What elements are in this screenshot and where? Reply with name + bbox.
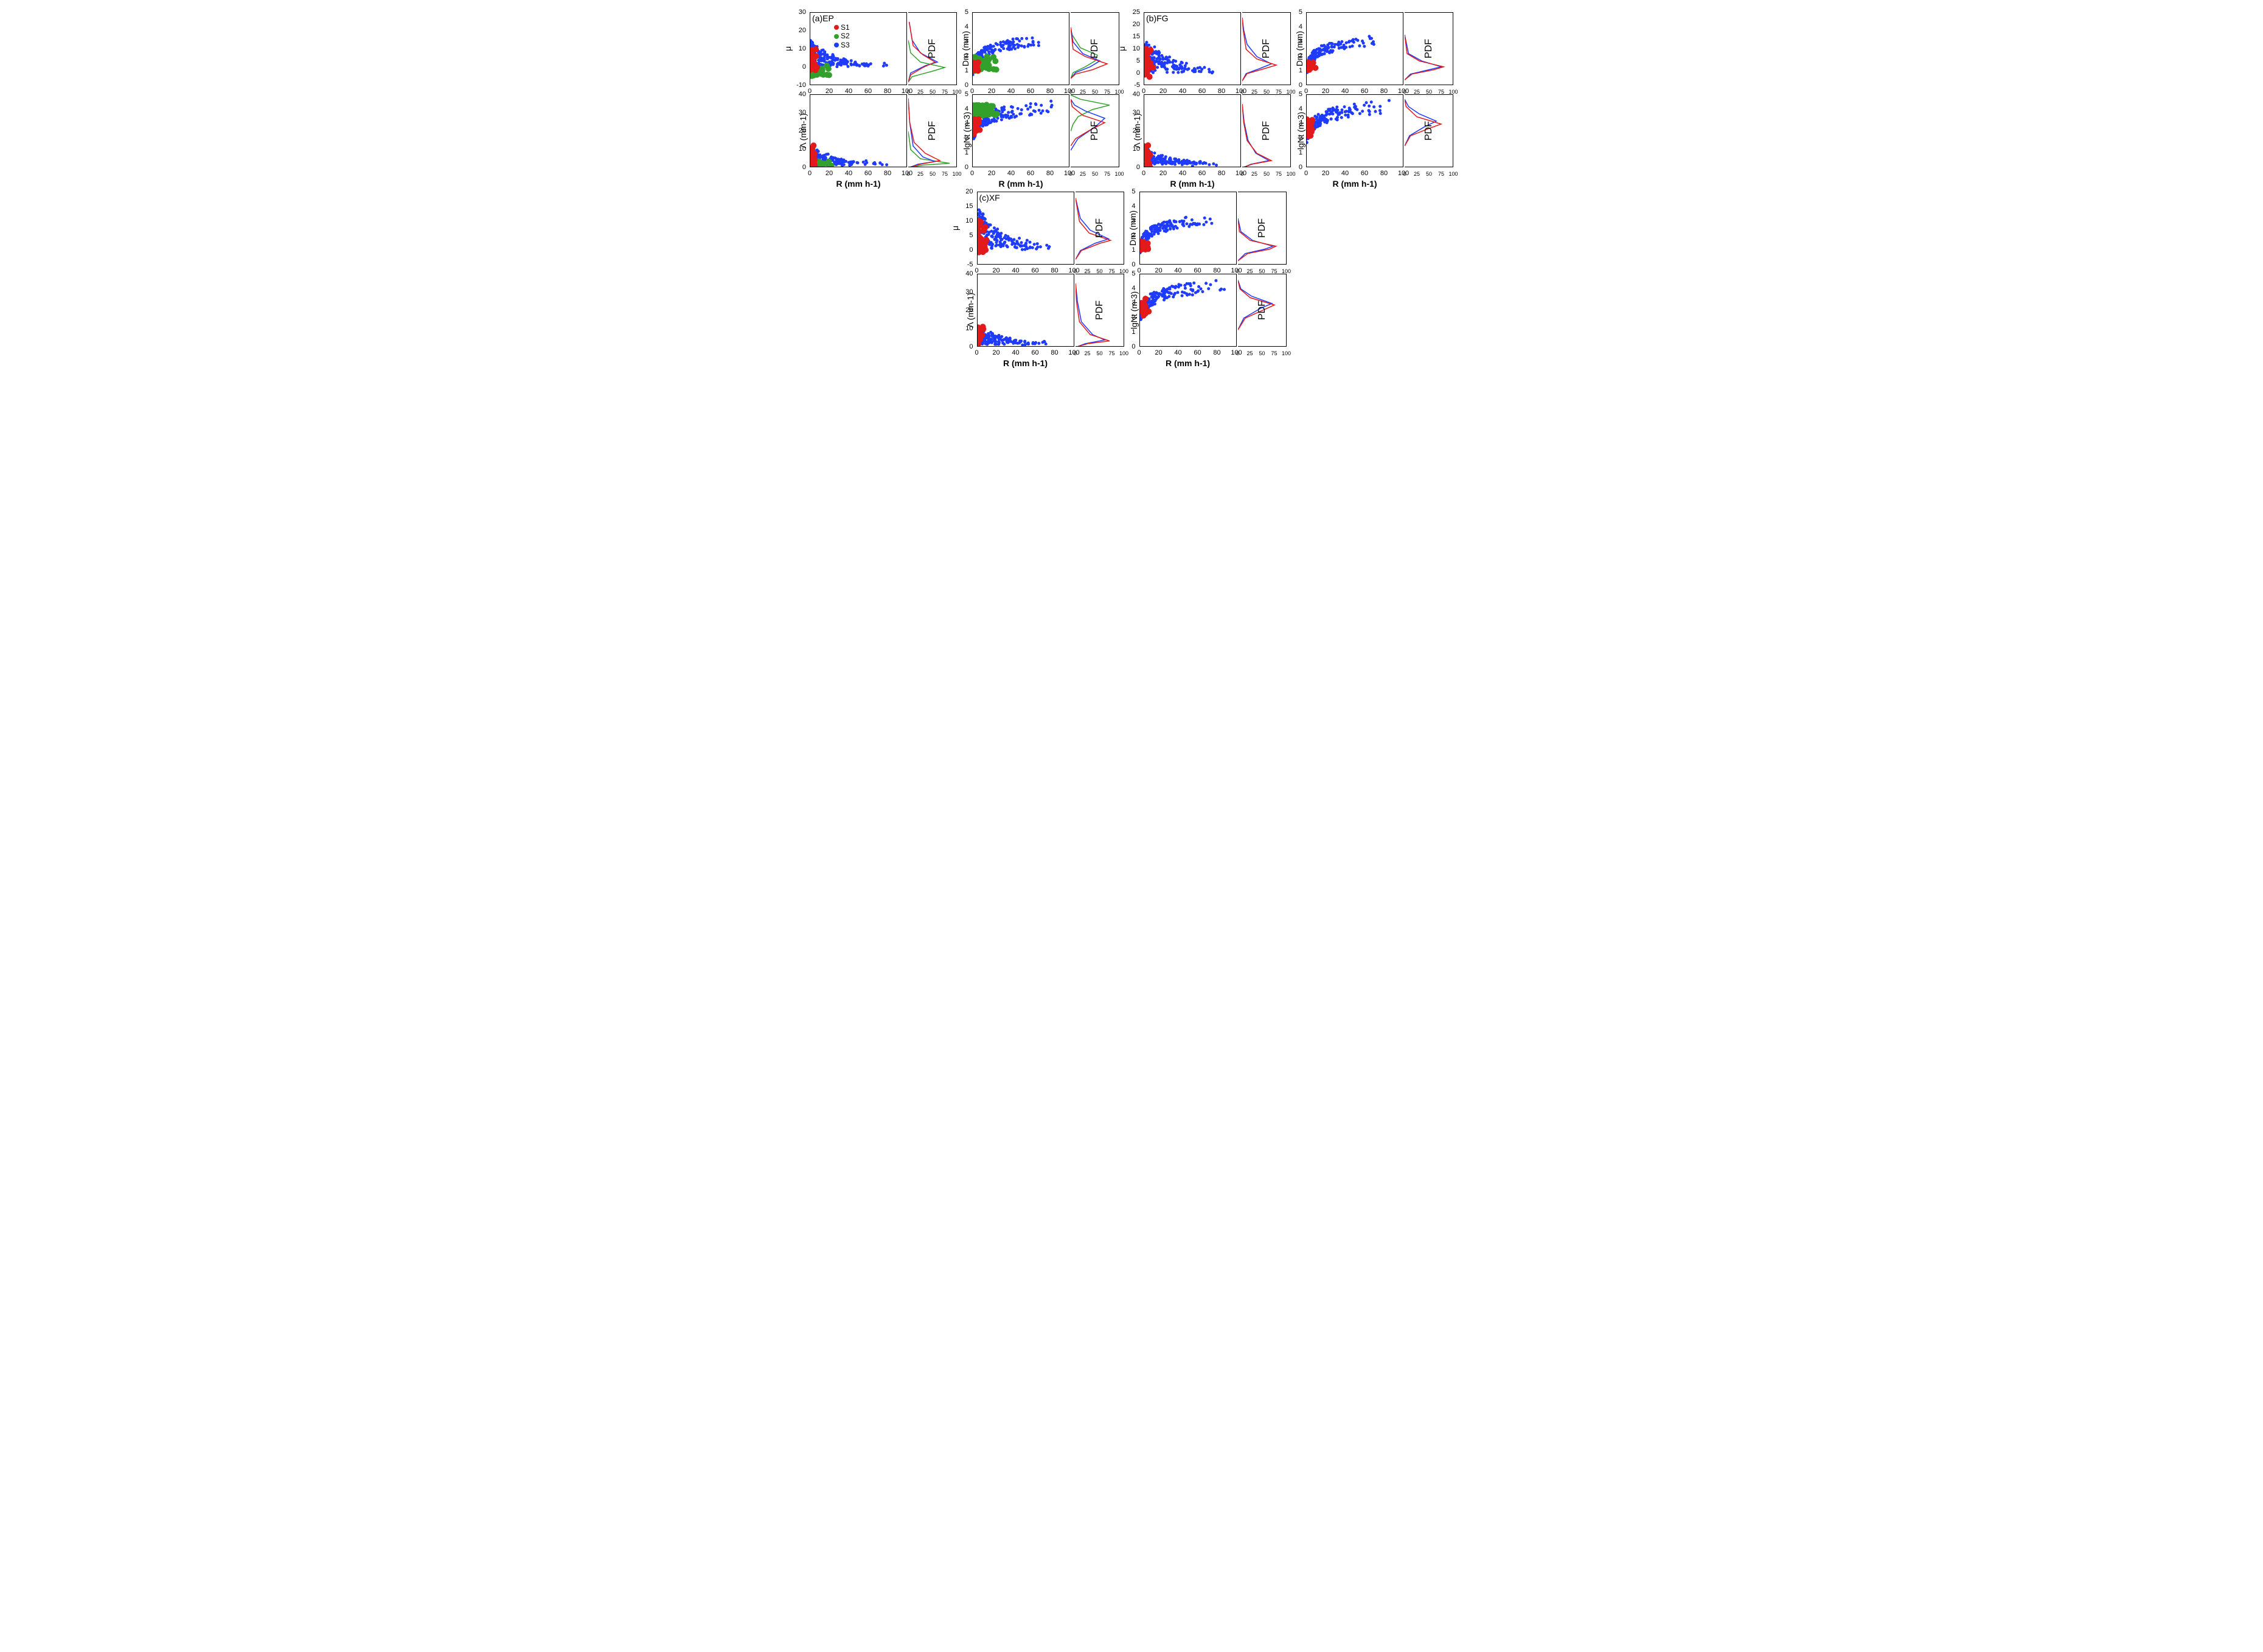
legend: S1S2S3 — [834, 23, 850, 49]
pdf-label: PDF — [927, 39, 938, 58]
pdf-lgnt: PDF0255075100 — [1071, 94, 1119, 167]
pdf-dm: PDF0255075100 — [1405, 12, 1453, 85]
y-axis-label: lgNt (m-3) — [962, 112, 972, 150]
subplot-dm: Dm (mm) 020406080100012345 PDF0255075100 — [972, 12, 1119, 85]
pdf-dm: PDF0255075100 — [1071, 12, 1119, 85]
panel-a-ep: μ (a)EPS1S2S3020406080100-100102030 PDF0… — [810, 12, 1119, 167]
pdf-label: PDF — [1423, 121, 1434, 141]
top-row: μ (a)EPS1S2S3020406080100-100102030 PDF0… — [810, 12, 1453, 167]
x-axis-label: R (mm h-1) — [998, 179, 1043, 189]
pdf-lgnt: PDF0255075100 — [1405, 94, 1453, 167]
figure-container: μ (a)EPS1S2S3020406080100-100102030 PDF0… — [12, 12, 2251, 347]
panel-b-fg: μ (b)FG020406080100-50510152025 PDF02550… — [1144, 12, 1453, 167]
pdf-mu: PDF0255075100 — [1242, 12, 1291, 85]
panel-tag: (c)XF — [979, 193, 1000, 203]
subplot-lambda: Λ (mm-1) R (mm h-1)020406080100010203040… — [810, 94, 957, 167]
subplot-mu: μ (a)EPS1S2S3020406080100-100102030 PDF0… — [810, 12, 957, 85]
pdf-label: PDF — [1261, 121, 1272, 141]
x-axis-label: R (mm h-1) — [1332, 179, 1377, 189]
panel-c-xf: μ (c)XF020406080100-505101520 PDF0255075… — [977, 192, 1287, 347]
pdf-lgnt: PDF0255075100 — [1238, 274, 1287, 347]
pdf-mu: PDF0255075100 — [1076, 192, 1124, 265]
pdf-lambda: PDF0255075100 — [1242, 94, 1291, 167]
pdf-label: PDF — [1094, 300, 1105, 320]
y-axis-label: Dm (mm) — [1295, 31, 1304, 66]
panel-tag: (a)EP — [812, 13, 834, 23]
pdf-lambda: PDF0255075100 — [1076, 274, 1124, 347]
scatter-mu: μ (a)EPS1S2S3020406080100-100102030 — [810, 12, 907, 85]
pdf-label: PDF — [1423, 39, 1434, 58]
subplot-lgnt: lgNt (m-3) R (mm h-1)020406080100012345 … — [972, 94, 1119, 167]
legend-item-S2: S2 — [834, 32, 850, 40]
pdf-label: PDF — [1257, 218, 1268, 238]
y-axis-label: μ — [783, 46, 793, 51]
subplot-dm: Dm (mm) 020406080100012345 PDF0255075100 — [1306, 12, 1453, 85]
subplot-mu: μ (b)FG020406080100-50510152025 PDF02550… — [1144, 12, 1291, 85]
scatter-mu: μ (b)FG020406080100-50510152025 — [1144, 12, 1241, 85]
scatter-dm: Dm (mm) 020406080100012345 — [1139, 192, 1237, 265]
legend-item-S3: S3 — [834, 41, 850, 49]
y-axis-label: μ — [1117, 46, 1127, 51]
y-axis-label: lgNt (m-3) — [1296, 112, 1305, 150]
subplot-lgnt: lgNt (m-3) R (mm h-1)020406080100012345 … — [1306, 94, 1453, 167]
pdf-lambda: PDF0255075100 — [908, 94, 957, 167]
panel-tag: (b)FG — [1146, 13, 1169, 23]
pdf-label: PDF — [1257, 300, 1268, 320]
pdf-label: PDF — [1094, 218, 1105, 238]
y-axis-label: Dm (mm) — [1128, 210, 1138, 246]
subplot-lgnt: lgNt (m-3) R (mm h-1)020406080100012345 … — [1139, 274, 1287, 347]
scatter-lgnt: lgNt (m-3) R (mm h-1)020406080100012345 — [972, 94, 1069, 167]
y-axis-label: μ — [950, 226, 960, 231]
scatter-mu: μ (c)XF020406080100-505101520 — [977, 192, 1074, 265]
pdf-mu: PDF0255075100 — [908, 12, 957, 85]
scatter-lambda: Λ (mm-1) R (mm h-1)020406080100010203040 — [977, 274, 1074, 347]
scatter-dm: Dm (mm) 020406080100012345 — [1306, 12, 1403, 85]
x-axis-label: R (mm h-1) — [836, 179, 880, 189]
scatter-dm: Dm (mm) 020406080100012345 — [972, 12, 1069, 85]
pdf-label: PDF — [1090, 121, 1100, 141]
y-axis-label: Dm (mm) — [961, 31, 970, 66]
x-axis-label: R (mm h-1) — [1170, 179, 1214, 189]
scatter-lgnt: lgNt (m-3) R (mm h-1)020406080100012345 — [1139, 274, 1237, 347]
pdf-label: PDF — [927, 121, 938, 141]
y-axis-label: lgNt (m-3) — [1129, 291, 1139, 329]
x-axis-label: R (mm h-1) — [1166, 358, 1210, 368]
pdf-dm: PDF0255075100 — [1238, 192, 1287, 265]
scatter-lambda: Λ (mm-1) R (mm h-1)020406080100010203040 — [810, 94, 907, 167]
legend-item-S1: S1 — [834, 23, 850, 32]
pdf-label: PDF — [1261, 39, 1272, 58]
subplot-lambda: Λ (mm-1) R (mm h-1)020406080100010203040… — [1144, 94, 1291, 167]
subplot-lambda: Λ (mm-1) R (mm h-1)020406080100010203040… — [977, 274, 1124, 347]
subplot-dm: Dm (mm) 020406080100012345 PDF0255075100 — [1139, 192, 1287, 265]
scatter-lambda: Λ (mm-1) R (mm h-1)020406080100010203040 — [1144, 94, 1241, 167]
x-axis-label: R (mm h-1) — [1003, 358, 1048, 368]
pdf-label: PDF — [1090, 39, 1100, 58]
scatter-lgnt: lgNt (m-3) R (mm h-1)020406080100012345 — [1306, 94, 1403, 167]
subplot-mu: μ (c)XF020406080100-505101520 PDF0255075… — [977, 192, 1124, 265]
